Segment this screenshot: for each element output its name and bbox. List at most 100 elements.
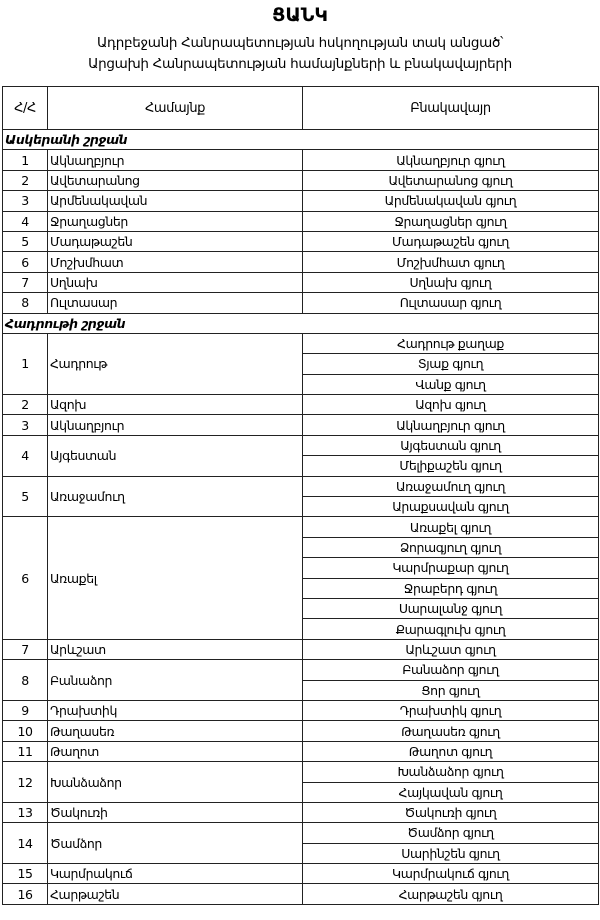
community-name: Ուլտասար: [47, 292, 303, 314]
document-subtitle-line1: Ադրբեջանի Հանրապետության հսկողության տակ…: [97, 35, 503, 51]
table-row: 8 Ուլտասար Ուլտասար գյուղ: [2, 292, 599, 314]
settlement-name: Հադրութ քաղաք: [302, 332, 599, 355]
row-number: 2: [2, 169, 48, 192]
community-name: Ծամձոր: [47, 822, 303, 865]
table-row: 1 Ակնաղբյուր Ակնաղբյուր գյուղ: [2, 149, 599, 171]
settlement-name: Մադաթաշեն գյուղ: [302, 230, 599, 253]
table-row: 5 Առաջամուղ Առաջամուղ գյուղ: [2, 475, 599, 518]
settlement-name: Ջրաբերդ գյուղ: [302, 577, 599, 599]
community-name: Մադաթաշեն: [47, 230, 303, 253]
row-number: 2: [2, 394, 48, 416]
community-name: Թաղոտ: [47, 740, 303, 763]
community-name: Ջրաղացներ: [47, 210, 303, 232]
table-row: 10 Թաղասեռ Թաղասեռ գյուղ: [2, 720, 599, 742]
community-name: Ազոխ: [47, 394, 303, 416]
settlement-name: Բանաձոր գյուղ: [302, 659, 599, 681]
settlement-name: Արաքսավան գյուղ: [302, 496, 599, 518]
settlement-name: Դրախտիկ գյուղ: [302, 699, 599, 722]
settlement-name: Սարինշեն գյուղ: [302, 842, 599, 865]
row-number: 13: [2, 801, 48, 824]
community-name: Այգեստան: [47, 434, 303, 477]
table-row: 2 Ազոխ Ազոխ գյուղ: [2, 394, 599, 416]
settlement-name: Ազոխ գյուղ: [302, 394, 599, 416]
document-subtitle-line2: Արցախի Հանրապետության համայնքների և բնակ…: [88, 56, 512, 72]
community-name: Առաքել: [47, 516, 303, 640]
table-row: 9 Դրախտիկ Դրախտիկ գյուղ: [2, 699, 599, 722]
settlement-name: Սարալանջ գյուղ: [302, 597, 599, 620]
table-row: 2 Ավետարանոց Ավետարանոց գյուղ: [2, 169, 599, 192]
settlement-name: Առաքել գյուղ: [302, 516, 599, 538]
row-number: 4: [2, 434, 48, 477]
settlement-name: Թաղոտ գյուղ: [302, 740, 599, 763]
table-row: 4 Այգեստան Այգեստան գյուղ: [2, 434, 599, 477]
row-number: 1: [2, 332, 48, 396]
header-settlement: Բնակավայր: [302, 86, 599, 130]
community-name: Մոշխմհատ: [47, 251, 303, 273]
community-name: Հադրութ: [47, 332, 303, 396]
row-number: 3: [2, 414, 48, 436]
settlement-name: Արմենակավան գյուղ: [302, 190, 599, 212]
table-row: 6 Առաքել Առաքել գյուղ: [2, 516, 599, 640]
community-name: Ավետարանոց: [47, 169, 303, 192]
community-name: Հարթաշեն: [47, 883, 303, 905]
settlement-name: Ակնաղբյուր գյուղ: [302, 414, 599, 436]
row-number: 3: [2, 190, 48, 212]
table-header-row: Հ/Հ Համայնք Բնակավայր: [2, 86, 599, 130]
table-row: 11 Թաղոտ Թաղոտ գյուղ: [2, 740, 599, 763]
community-name: Սղնախ: [47, 271, 303, 294]
settlement-name: Ծամձոր գյուղ: [302, 822, 599, 844]
settlement-name: Մելիքաշեն գյուղ: [302, 455, 599, 477]
header-number: Հ/Հ: [2, 86, 48, 130]
settlement-name: Արևշատ գյուղ: [302, 638, 599, 661]
header-community: Համայնք: [47, 86, 303, 130]
table-row: 6 Մոշխմհատ Մոշխմհատ գյուղ: [2, 251, 599, 273]
row-number: 12: [2, 761, 48, 803]
settlements-table: Հ/Հ Համայնք Բնակավայր Ասկերանի շրջան 1 Ակն…: [2, 86, 599, 905]
section-name: Հադրութի շրջան: [2, 312, 599, 334]
settlement-name: Հայկավան գյուղ: [302, 781, 599, 803]
row-number: 10: [2, 720, 48, 742]
settlement-name: Ակնաղբյուր գյուղ: [302, 149, 599, 171]
settlement-name: Առաջամուղ գյուղ: [302, 475, 599, 498]
table-row: 7 Արևշատ Արևշատ գյուղ: [2, 638, 599, 661]
community-name: Բանաձոր: [47, 659, 303, 701]
row-number: 15: [2, 863, 48, 885]
row-number: 9: [2, 699, 48, 722]
community-name: Արևշատ: [47, 638, 303, 661]
table-row: 12 Խանձաձոր Խանձաձոր գյուղ: [2, 761, 599, 803]
row-number: 6: [2, 251, 48, 273]
community-name: Ակնաղբյուր: [47, 414, 303, 436]
table-row: 14 Ծամձոր Ծամձոր գյուղ: [2, 822, 599, 865]
settlement-name: Վանք գյուղ: [302, 373, 599, 396]
row-number: 16: [2, 883, 48, 905]
community-name: Ծակուռի: [47, 801, 303, 824]
community-name: Ակնաղբյուր: [47, 149, 303, 171]
row-number: 5: [2, 230, 48, 253]
community-name: Դրախտիկ: [47, 699, 303, 722]
settlement-name: Ցոր գյուղ: [302, 679, 599, 701]
settlement-name: Թաղասեռ գյուղ: [302, 720, 599, 742]
row-number: 8: [2, 292, 48, 314]
settlement-name: Խանձաձոր գյուղ: [302, 761, 599, 783]
settlement-name: Այգեստան գյուղ: [302, 434, 599, 457]
community-name: Կարմրակուճ: [47, 863, 303, 885]
row-number: 7: [2, 271, 48, 294]
settlement-name: Ձորագյուղ գյուղ: [302, 536, 599, 559]
settlement-name: Տյաք գյուղ: [302, 353, 599, 375]
community-name: Առաջամուղ: [47, 475, 303, 518]
row-number: 1: [2, 149, 48, 171]
table-row: Քարագլուխ գյուղ: [3, 618, 599, 640]
table-row: 5 Մադաթաշեն Մադաթաշեն գյուղ: [2, 230, 599, 253]
settlement-name: Հարթաշեն գյուղ: [302, 883, 599, 905]
row-number: 4: [2, 210, 48, 232]
settlement-name: Քարագլուխ գյուղ: [302, 618, 599, 640]
section-row: Ասկերանի շրջան: [2, 128, 599, 151]
community-name: Թաղասեռ: [47, 720, 303, 742]
settlement-name: Ջրաղացներ գյուղ: [302, 210, 599, 232]
document-title: ՑԱՆԿ: [272, 4, 328, 26]
community-name: Արմենակավան: [47, 190, 303, 212]
settlement-name: Մոշխմհատ գյուղ: [302, 251, 599, 273]
settlement-name: Կարմրակուճ գյուղ: [302, 863, 599, 885]
settlement-name: Ուլտասար գյուղ: [302, 292, 599, 314]
table-row: 8 Բանաձոր Բանաձոր գյուղ: [2, 659, 599, 701]
